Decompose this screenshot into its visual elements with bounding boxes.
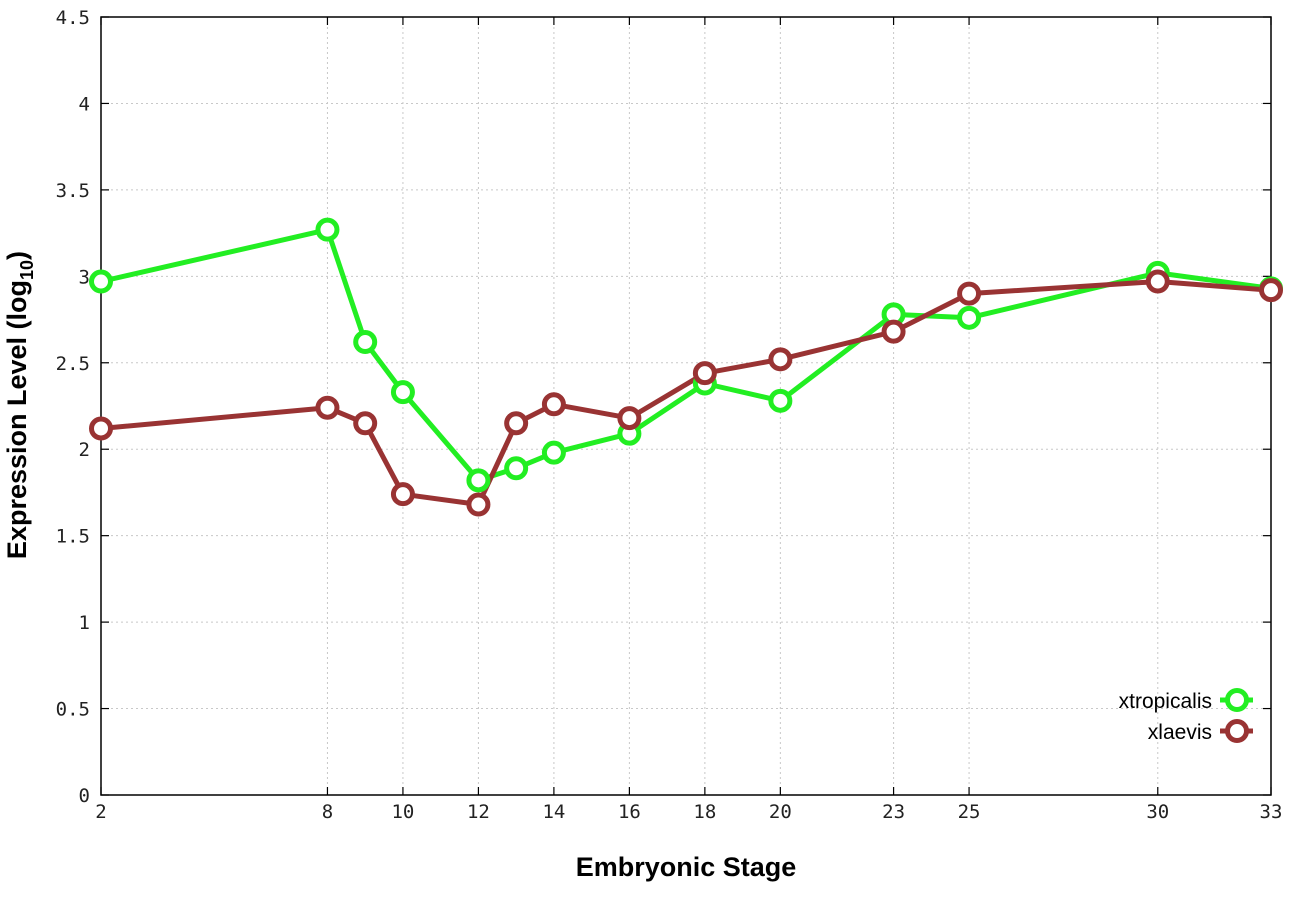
data-point-xlaevis <box>1259 278 1283 303</box>
legend-marker-swatch <box>1225 688 1249 712</box>
x-tick-label: 10 <box>391 801 414 823</box>
x-tick-label: 8 <box>322 801 333 823</box>
x-axis-title: Embryonic Stage <box>576 852 797 882</box>
data-point-xlaevis <box>881 319 906 344</box>
y-tick-label: 2.5 <box>56 353 90 375</box>
data-point-xlaevis <box>692 361 717 386</box>
data-point-xlaevis <box>541 392 566 417</box>
plot-area-frame <box>100 16 1272 796</box>
y-tick-label: 3.5 <box>56 180 90 202</box>
grid <box>101 17 1271 795</box>
data-point-xtropicalis <box>353 330 378 355</box>
legend-label: xlaevis <box>1148 721 1212 744</box>
y-axis-title-subscript: 10 <box>17 260 37 280</box>
data-point-xlaevis <box>504 411 529 436</box>
data-point-xlaevis <box>768 347 793 372</box>
data-point-xlaevis <box>315 395 340 420</box>
data-point-xtropicalis <box>957 305 982 330</box>
data-point-xlaevis <box>957 281 982 306</box>
x-tick-label: 2 <box>95 801 106 823</box>
series-line-xlaevis <box>100 279 1272 507</box>
data-point-xtropicalis <box>541 440 566 465</box>
x-tick-label: 18 <box>693 801 716 823</box>
x-tick-label: 20 <box>769 801 792 823</box>
y-tick-label: 2 <box>79 439 90 461</box>
x-tick-label: 12 <box>467 801 490 823</box>
y-tick-label: 4 <box>79 93 90 115</box>
legend-entry-xtropicalis: xtropicalis <box>1119 688 1253 713</box>
legend-entry-xlaevis: xlaevis <box>1148 719 1253 744</box>
markers-xlaevis <box>89 269 1283 517</box>
data-point-xlaevis <box>1145 269 1170 294</box>
data-point-xtropicalis <box>768 388 793 413</box>
y-axis-title: Expression Level (log10) <box>2 251 37 559</box>
y-tick-label: 3 <box>79 266 90 288</box>
data-point-xlaevis <box>353 411 378 436</box>
series-xtropicalis <box>100 227 1272 483</box>
data-point-xlaevis <box>390 482 415 507</box>
y-axis-title-main: Expression Level (log <box>2 280 32 559</box>
series-layer <box>89 217 1283 517</box>
axis-ticks: 2 8 10 12 14 16 18 20 23 25 30 33 0 0.5 1 1.5 2 2.5 3 3.5 4 4… <box>56 7 1283 823</box>
data-point-xlaevis <box>617 406 642 431</box>
y-tick-label: 0.5 <box>56 699 90 721</box>
y-tick-label: 4.5 <box>56 7 90 29</box>
data-point-xlaevis <box>466 492 491 517</box>
data-point-xtropicalis <box>315 217 340 242</box>
series-xlaevis <box>100 279 1272 507</box>
y-axis-title-close: ) <box>2 251 32 260</box>
x-tick-label: 23 <box>882 801 905 823</box>
y-tick-label: 1.5 <box>56 526 90 548</box>
y-tick-label: 0 <box>79 785 90 807</box>
legend: xtropicalis xlaevis <box>1119 688 1253 744</box>
data-point-xtropicalis <box>390 380 415 405</box>
data-point-xtropicalis <box>466 468 491 493</box>
data-point-xtropicalis <box>89 269 113 294</box>
x-tick-label: 30 <box>1146 801 1169 823</box>
legend-label: xtropicalis <box>1119 690 1212 713</box>
x-tick-label: 14 <box>542 801 565 823</box>
legend-marker-swatch <box>1225 719 1249 743</box>
data-point-xtropicalis <box>504 456 529 481</box>
x-tick-label: 16 <box>618 801 641 823</box>
series-line-xtropicalis <box>100 227 1272 483</box>
y-tick-label: 1 <box>79 612 90 634</box>
x-tick-label: 25 <box>958 801 981 823</box>
x-tick-label: 33 <box>1260 801 1283 823</box>
data-point-xlaevis <box>89 416 113 441</box>
